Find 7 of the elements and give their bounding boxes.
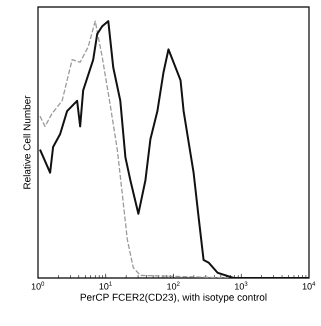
x-tick-label: 10$^{2}$ [167, 282, 180, 290]
y-axis-title: Relative Cell Number [23, 96, 30, 189]
x-tick-label: 10$^{4}$ [302, 282, 316, 290]
x-tick-label: 10$^{3}$ [235, 282, 248, 290]
x-tick-label: 10$^{1}$ [100, 282, 112, 290]
x-tick-label: 10$^{0}$ [32, 282, 44, 290]
x-axis-title: PerCP FCER2(CD23), with isotype control [80, 293, 266, 303]
